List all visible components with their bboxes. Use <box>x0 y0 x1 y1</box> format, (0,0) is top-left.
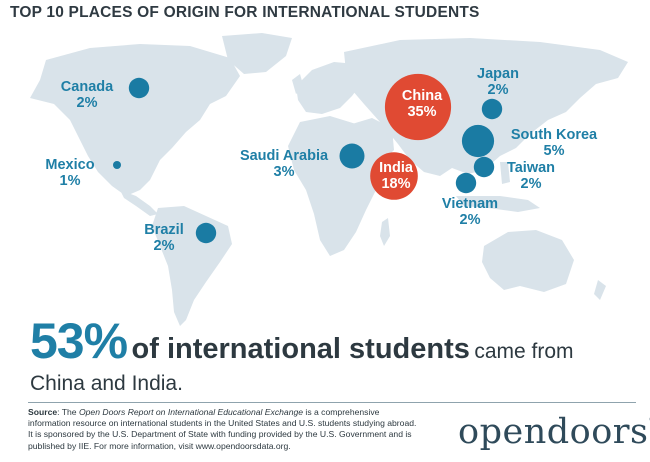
canada-percent: 2% <box>76 95 98 111</box>
marker-mexico <box>113 161 121 169</box>
source-text-2: is a comprehensive information resource … <box>28 407 417 451</box>
label-taiwan: Taiwan 2% <box>496 160 566 192</box>
new-zealand-shape <box>594 280 606 300</box>
label-south-korea: South Korea 5% <box>504 127 604 159</box>
source-label: Source <box>28 407 58 417</box>
india-percent: 18% <box>381 176 411 192</box>
brazil-percent: 2% <box>153 238 175 254</box>
marker-japan <box>481 98 503 120</box>
label-saudi-arabia: Saudi Arabia 3% <box>228 148 340 180</box>
japan-name: Japan <box>477 66 519 82</box>
marker-saudi-arabia <box>339 143 365 169</box>
china-name: China <box>401 88 443 104</box>
world-map <box>30 33 628 326</box>
japan-shape <box>506 96 522 124</box>
marker-vietnam <box>455 172 477 194</box>
label-mexico: Mexico 1% <box>40 157 100 189</box>
headline-line2: China and India. <box>30 372 183 395</box>
label-japan: Japan 2% <box>468 66 528 98</box>
logo-text: opendoors <box>458 412 649 452</box>
north-america-shape <box>30 44 240 196</box>
opendoors-logo: opendoors® <box>458 412 650 452</box>
marker-china <box>384 73 452 141</box>
indonesia-shape <box>456 196 540 212</box>
source-report-title: Open Doors Report on International Educa… <box>78 407 304 417</box>
saudi-arabia-percent: 3% <box>273 164 295 180</box>
headline: 53% of international students came from <box>30 312 574 370</box>
label-canada: Canada 2% <box>52 79 122 111</box>
india-name: India <box>379 160 413 176</box>
source-note: Source: The Open Doors Report on Interna… <box>28 407 423 452</box>
saudi-arabia-name: Saudi Arabia <box>239 148 329 164</box>
middle-east-shape <box>352 118 394 164</box>
source-text-1: : The <box>57 407 79 417</box>
canada-name: Canada <box>60 79 114 95</box>
mexico-name: Mexico <box>45 157 95 173</box>
china-percent: 35% <box>407 104 437 120</box>
taiwan-name: Taiwan <box>506 160 556 176</box>
philippines-shape <box>500 162 510 184</box>
japan-percent: 2% <box>487 82 509 98</box>
australia-shape <box>482 230 574 292</box>
madagascar-shape <box>380 218 390 246</box>
marker-canada <box>128 77 150 99</box>
label-china: China 35% <box>392 88 452 120</box>
marker-brazil <box>195 222 217 244</box>
divider <box>28 402 636 403</box>
label-brazil: Brazil 2% <box>134 222 194 254</box>
marker-india <box>370 152 418 200</box>
brazil-name: Brazil <box>144 222 184 238</box>
headline-plain-text: came from <box>474 340 574 363</box>
taiwan-percent: 2% <box>520 176 542 192</box>
mexico-percent: 1% <box>59 173 81 189</box>
marker-taiwan <box>473 156 495 178</box>
headline-bold-text: of international students <box>131 333 470 365</box>
south-korea-percent: 5% <box>543 143 565 159</box>
south-korea-name: South Korea <box>510 127 598 143</box>
central-america-shape <box>120 190 158 216</box>
label-vietnam: Vietnam 2% <box>432 196 508 228</box>
vietnam-name: Vietnam <box>441 196 499 212</box>
vietnam-percent: 2% <box>459 212 481 228</box>
page-title: TOP 10 PLACES OF ORIGIN FOR INTERNATIONA… <box>10 4 480 21</box>
label-india: India 18% <box>366 160 426 192</box>
greenland-shape <box>222 33 292 74</box>
uk-shape <box>292 74 304 94</box>
headline-percent: 53% <box>30 313 128 369</box>
marker-south-korea <box>461 124 495 158</box>
